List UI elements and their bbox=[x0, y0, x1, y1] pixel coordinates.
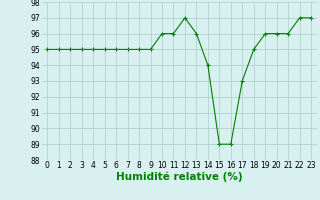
X-axis label: Humidité relative (%): Humidité relative (%) bbox=[116, 172, 243, 182]
